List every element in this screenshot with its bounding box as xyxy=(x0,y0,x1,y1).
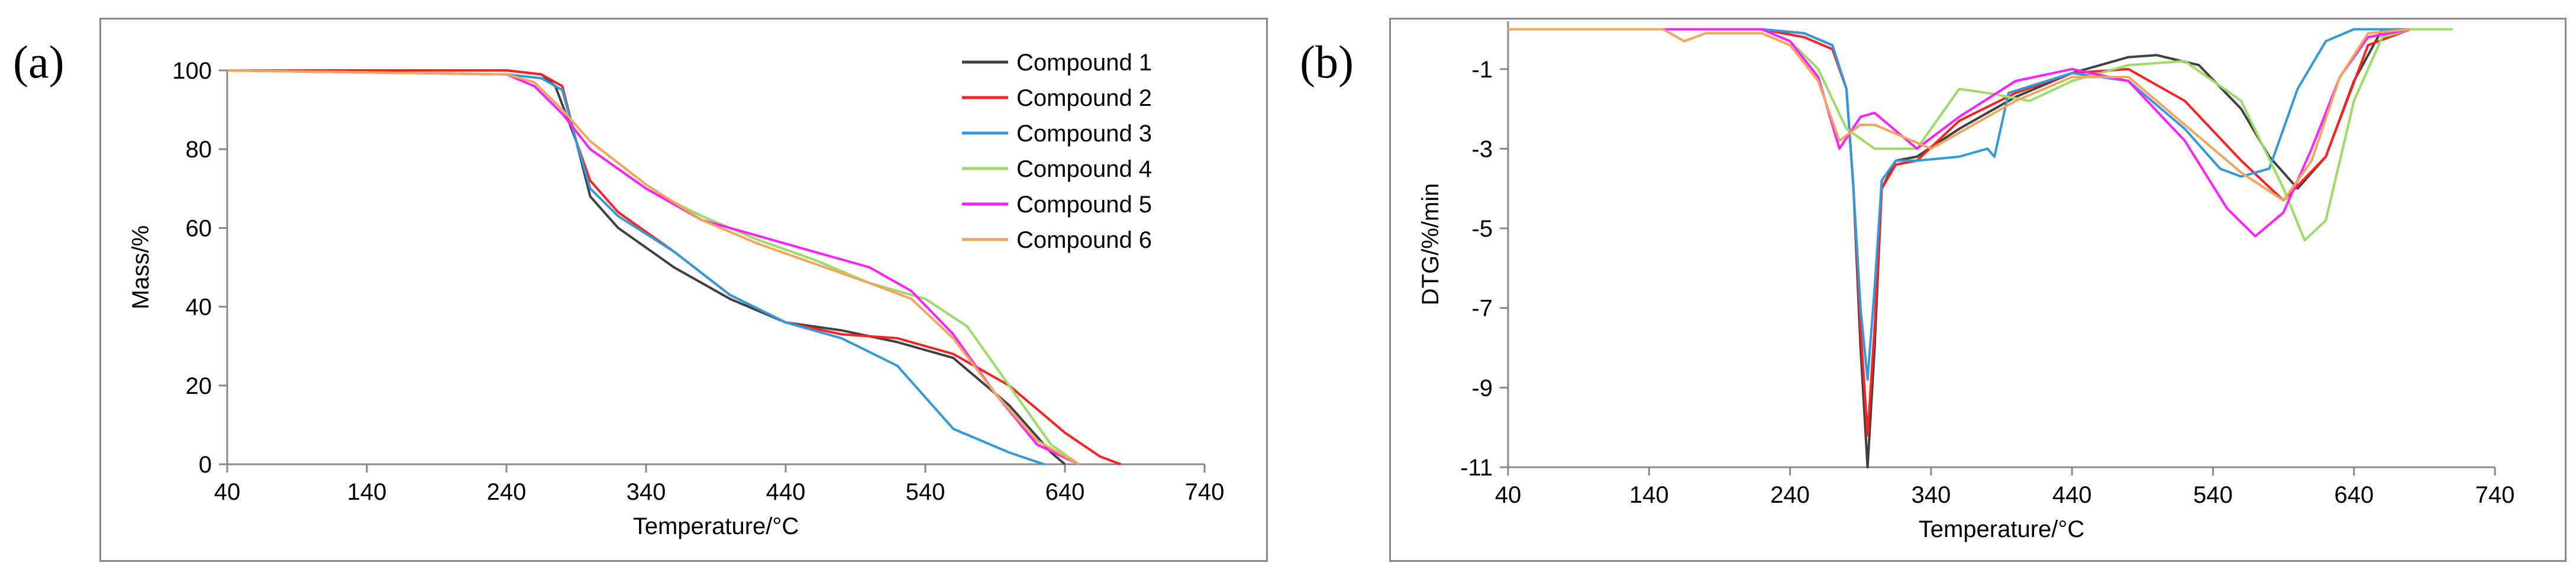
tg-series-line-1 xyxy=(227,69,1066,465)
dtg-y-tick-label: -1 xyxy=(1471,57,1493,83)
tg-x-tick-label: 40 xyxy=(214,479,241,505)
dtg-x-axis-label: Temperature/°C xyxy=(1919,516,2085,542)
tg-legend-label-3: Compound 3 xyxy=(1016,121,1152,147)
dtg-series-line-4 xyxy=(1508,28,2453,242)
tg-legend-label-5: Compound 5 xyxy=(1016,192,1152,218)
dtg-x-tick-label: 540 xyxy=(2193,482,2233,508)
dtg-y-tick-label: -7 xyxy=(1471,296,1493,322)
tg-series-line-6 xyxy=(227,69,1080,465)
dtg-y-tick-label: -9 xyxy=(1471,375,1493,401)
tg-series-line-5 xyxy=(227,69,1080,465)
dtg-x-tick-label: 440 xyxy=(2052,482,2092,508)
tg-x-tick-label: 240 xyxy=(487,479,527,505)
tg-series-line-3 xyxy=(227,69,1045,465)
panel-label-a: (a) xyxy=(13,36,64,88)
panel-label-b: (b) xyxy=(1300,36,1354,88)
tg-x-tick-label: 640 xyxy=(1045,479,1085,505)
tg-x-tick-label: 540 xyxy=(906,479,945,505)
tg-y-tick-label: 40 xyxy=(186,295,212,321)
tg-x-tick-label: 340 xyxy=(627,479,666,505)
dtg-y-tick-label: -5 xyxy=(1471,216,1493,242)
tg-x-tick-label: 740 xyxy=(1185,479,1225,505)
tg-y-tick-label: 80 xyxy=(186,137,212,163)
tg-x-tick-label: 140 xyxy=(347,479,387,505)
tg-legend-label-2: Compound 2 xyxy=(1016,85,1152,111)
tg-legend-label-4: Compound 4 xyxy=(1016,156,1152,182)
tg-x-tick-label: 440 xyxy=(766,479,806,505)
tg-y-tick-label: 60 xyxy=(186,215,212,241)
dtg-y-axis-label: DTG/%/min xyxy=(1418,183,1444,306)
tg-y-tick-label: 100 xyxy=(172,58,212,84)
tg-legend-label-6: Compound 6 xyxy=(1016,227,1152,253)
dtg-series-line-3 xyxy=(1508,28,2410,381)
dtg-x-tick-label: 340 xyxy=(1911,482,1951,508)
dtg-x-tick-label: 640 xyxy=(2334,482,2374,508)
chart-panel-a: 40 140 240 340 440 540 640 740 0 20 40 60 80 100 Tempe… xyxy=(99,18,1268,562)
dtg-x-tick-label: 140 xyxy=(1629,482,1669,508)
tg-chart: 40 140 240 340 440 540 640 740 0 20 40 60 80 100 Tempe… xyxy=(128,50,1225,539)
dtg-x-tick-label: 240 xyxy=(1770,482,1810,508)
tg-x-axis-label: Temperature/°C xyxy=(633,513,799,539)
dtg-x-tick-label: 40 xyxy=(1495,482,1522,508)
tg-series-line-4 xyxy=(227,69,1080,465)
dtg-chart: 40 140 240 340 440 540 640 740 -1 -3 -5 -7 -9 -11 Temp… xyxy=(1418,21,2515,542)
dtg-y-tick-label: -3 xyxy=(1471,136,1493,162)
dtg-y-tick-label: -11 xyxy=(1460,455,1493,481)
dtg-series-line-6 xyxy=(1508,28,2411,202)
tg-y-tick-label: 20 xyxy=(186,373,212,399)
tg-legend-label-1: Compound 1 xyxy=(1016,50,1152,76)
dtg-series-line-1 xyxy=(1508,28,2410,468)
tg-y-tick-label: 0 xyxy=(199,452,212,478)
dtg-x-tick-label: 740 xyxy=(2475,482,2515,508)
tg-y-axis-label: Mass/% xyxy=(128,225,154,309)
chart-panel-b: 40 140 240 340 440 540 640 740 -1 -3 -5 -7 -9 -11 Temp… xyxy=(1389,18,2567,562)
